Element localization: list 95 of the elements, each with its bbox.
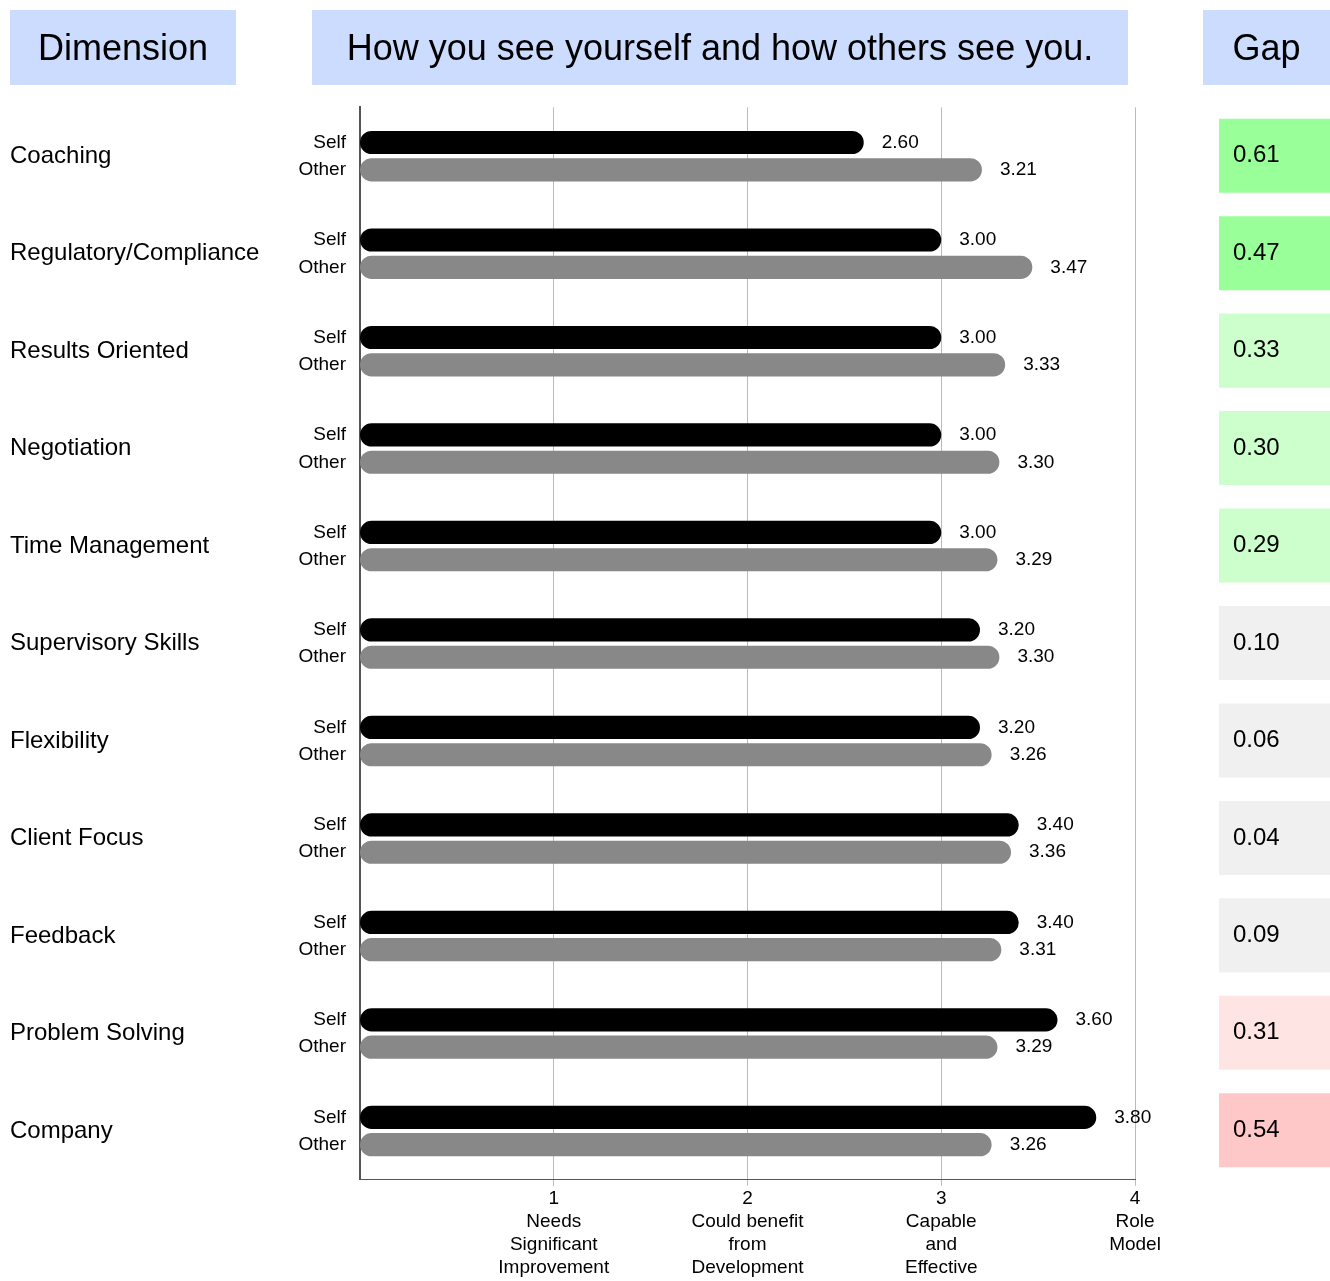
bar bbox=[360, 910, 1019, 935]
data-label: 0.31 bbox=[1233, 1017, 1280, 1045]
text: Other bbox=[298, 353, 346, 375]
data-label: 3.26 bbox=[1009, 1132, 1047, 1154]
text: Other bbox=[298, 450, 346, 472]
text: Self bbox=[313, 813, 346, 835]
data-label: 3.80 bbox=[1114, 1105, 1152, 1127]
text: Other bbox=[298, 255, 346, 277]
text: Self bbox=[313, 1008, 346, 1030]
data-label: 3.00 bbox=[959, 228, 997, 250]
bar bbox=[360, 938, 1002, 962]
y-tick-label: Problem Solving bbox=[10, 1018, 185, 1046]
data-label: 3.00 bbox=[959, 325, 997, 347]
y-tick-label: Flexibility bbox=[10, 725, 109, 753]
text: Other bbox=[298, 1035, 346, 1057]
bar bbox=[360, 255, 1033, 279]
data-label: 3.29 bbox=[1015, 1035, 1053, 1057]
bar bbox=[360, 1105, 1097, 1130]
data-label: 3.33 bbox=[1023, 353, 1061, 375]
data-label: 3.29 bbox=[1015, 547, 1053, 569]
series-label: Other bbox=[298, 158, 347, 180]
bar bbox=[360, 228, 942, 252]
text: Other bbox=[298, 742, 346, 764]
data-label: 0.06 bbox=[1233, 725, 1280, 753]
bar bbox=[360, 840, 1011, 864]
text: Other bbox=[298, 937, 346, 959]
x-tick-label: 4 Role Model bbox=[1109, 1187, 1161, 1255]
data-label: 0.29 bbox=[1233, 530, 1280, 558]
data-label: 0.04 bbox=[1233, 822, 1280, 850]
text: Self bbox=[313, 520, 346, 542]
bar bbox=[360, 353, 1006, 377]
data-label: 0.54 bbox=[1233, 1115, 1280, 1143]
y-tick-label: Client Focus bbox=[10, 823, 144, 851]
data-label: 3.20 bbox=[998, 715, 1035, 737]
bar bbox=[360, 1133, 992, 1157]
bar bbox=[360, 548, 998, 572]
data-label: 3.21 bbox=[999, 158, 1037, 180]
bar bbox=[360, 743, 992, 767]
text: Self bbox=[313, 325, 346, 347]
data-label: 3.00 bbox=[959, 423, 997, 445]
data-label: 3.60 bbox=[1075, 1008, 1113, 1030]
bar bbox=[360, 813, 1019, 837]
y-tick-label: Regulatory/Compliance bbox=[10, 238, 260, 266]
x-tick-label: 1 Needs Significant Improvement bbox=[498, 1187, 610, 1277]
bar bbox=[360, 450, 1000, 474]
text: Self bbox=[313, 715, 346, 737]
data-label: 3.26 bbox=[1009, 742, 1047, 764]
x-tick-label: 2 Could benefit from Development bbox=[691, 1187, 805, 1277]
text: Self bbox=[313, 130, 346, 152]
text: Self bbox=[313, 910, 346, 932]
data-label: 3.40 bbox=[1036, 813, 1074, 835]
text: Other bbox=[298, 840, 346, 862]
data-label: 0.33 bbox=[1233, 335, 1280, 363]
bar bbox=[360, 1008, 1058, 1032]
data-label: 3.47 bbox=[1050, 255, 1088, 277]
bar bbox=[360, 130, 864, 155]
series-label: Self bbox=[313, 618, 347, 640]
text: Self bbox=[313, 1105, 346, 1127]
y-axis-title: Dimension bbox=[10, 10, 236, 85]
bar bbox=[360, 325, 942, 350]
y-tick-label: Negotiation bbox=[10, 433, 132, 461]
text: Other bbox=[298, 1132, 346, 1154]
data-label: 3.30 bbox=[1017, 645, 1055, 667]
chart-title: How you see yourself and how others see you. bbox=[312, 10, 1128, 85]
y-tick-label: Coaching bbox=[10, 140, 112, 168]
data-label: 0.30 bbox=[1233, 433, 1280, 461]
text: Self bbox=[313, 423, 346, 445]
y-tick-label: Company bbox=[10, 1115, 113, 1143]
data-label: 3.31 bbox=[1019, 937, 1057, 959]
data-label: 2.60 bbox=[881, 130, 919, 152]
x-tick-label: 3 Capable and Effective bbox=[904, 1187, 978, 1277]
bar bbox=[360, 520, 942, 545]
data-label: 3.30 bbox=[1017, 450, 1055, 472]
data-label: 3.36 bbox=[1029, 840, 1066, 862]
data-label: 3.00 bbox=[959, 520, 997, 542]
text: Other bbox=[298, 547, 346, 569]
data-label: 3.40 bbox=[1036, 910, 1074, 932]
bar bbox=[360, 1035, 998, 1059]
y-tick-label: Results Oriented bbox=[10, 335, 189, 363]
data-label: 3.20 bbox=[998, 618, 1035, 640]
bar bbox=[360, 715, 980, 740]
bar bbox=[360, 423, 942, 447]
y-tick-label: Supervisory Skills bbox=[10, 628, 200, 656]
data-label: 0.61 bbox=[1233, 140, 1280, 168]
data-label: 0.09 bbox=[1233, 920, 1280, 948]
text: Self bbox=[313, 228, 346, 250]
bar bbox=[360, 645, 1000, 669]
y-tick-label: Feedback bbox=[10, 920, 117, 948]
data-label: 0.10 bbox=[1233, 628, 1280, 656]
bar bbox=[360, 618, 980, 642]
y-tick-label: Time Management bbox=[10, 530, 210, 558]
bar bbox=[360, 158, 982, 182]
data-label: 0.47 bbox=[1233, 238, 1280, 266]
text: Gap bbox=[1203, 10, 1330, 85]
text: Other bbox=[298, 645, 346, 667]
